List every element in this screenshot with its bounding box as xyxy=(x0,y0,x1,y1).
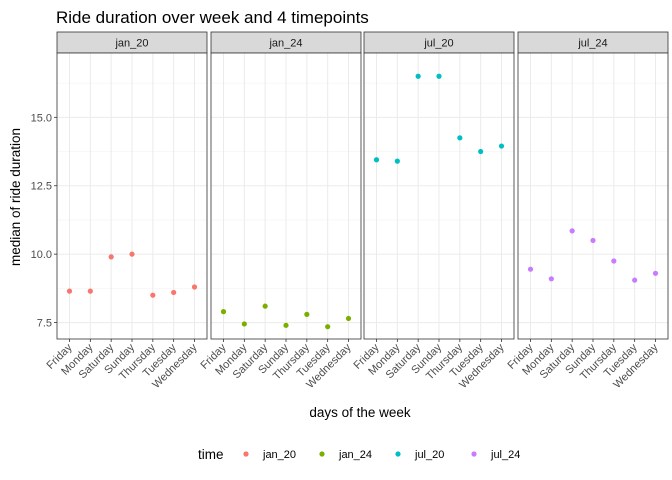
legend-label-jul_20: jul_20 xyxy=(414,449,444,461)
legend-label-jan_20: jan_20 xyxy=(262,449,296,461)
legend-label-jan_24: jan_24 xyxy=(338,449,372,461)
point-jul_20-saturday xyxy=(415,73,421,79)
legend: time jan_20 jan_24 jul_20 jul_24 xyxy=(198,447,520,462)
y-axis-title: median of ride duration xyxy=(8,128,23,266)
y-tick-label: 12.5 xyxy=(31,181,52,193)
point-jan_20-monday xyxy=(87,288,93,294)
point-jan_20-tuesday xyxy=(171,289,177,296)
panel-jul_20: jul_20FridayMondaySaturdaySundayThursday… xyxy=(352,31,515,391)
point-jul_24-friday xyxy=(527,266,534,272)
strip-label-jul_24: jul_24 xyxy=(577,38,607,50)
legend-item-jan_20: jan_20 xyxy=(243,449,296,461)
strip-label-jul_20: jul_20 xyxy=(423,38,453,50)
panel-jan_24: jan_24FridayMondaySaturdaySundayThursday… xyxy=(199,31,362,391)
facet-panels: jan_20FridayMondaySaturdaySundayThursday… xyxy=(45,31,669,391)
legend-item-jan_24: jan_24 xyxy=(319,449,372,461)
point-jul_24-wednesday xyxy=(652,270,659,276)
legend-item-jul_24: jul_24 xyxy=(471,449,520,461)
point-jul_24-tuesday xyxy=(632,277,638,283)
y-tick-label: 15.0 xyxy=(31,112,52,124)
point-jan_24-friday xyxy=(220,309,227,315)
point-jan_24-wednesday xyxy=(345,315,352,322)
y-axis: 7.5 10.0 12.5 15.0 xyxy=(31,112,57,330)
legend-key-jul_20 xyxy=(395,451,401,457)
chart-title: Ride duration over week and 4 timepoints xyxy=(56,8,369,27)
point-jul_20-sunday xyxy=(436,73,442,79)
point-jan_24-saturday xyxy=(262,303,268,309)
strip-label-jan_24: jan_24 xyxy=(268,38,302,50)
legend-key-jan_24 xyxy=(319,451,325,457)
point-jan_24-thursday xyxy=(304,311,310,317)
point-jul_24-thursday xyxy=(611,258,617,264)
point-jan_24-tuesday xyxy=(325,324,331,330)
point-jan_20-wednesday xyxy=(191,284,198,290)
point-jan_20-saturday xyxy=(108,254,114,260)
point-jan_24-sunday xyxy=(283,322,289,328)
point-jul_24-sunday xyxy=(590,237,596,244)
legend-key-jan_20 xyxy=(243,451,249,457)
legend-title: time xyxy=(198,447,224,462)
y-tick-label: 10.0 xyxy=(31,249,52,261)
point-jan_20-sunday xyxy=(129,251,135,257)
legend-key-jul_24 xyxy=(471,451,477,457)
panel-jan_20: jan_20FridayMondaySaturdaySundayThursday… xyxy=(45,31,208,391)
x-axis-title: days of the week xyxy=(309,405,411,420)
point-jul_20-tuesday xyxy=(478,148,484,155)
legend-label-jul_24: jul_24 xyxy=(490,449,520,461)
point-jan_24-monday xyxy=(241,321,247,327)
y-tick-label: 7.5 xyxy=(37,318,52,330)
strip-label-jan_20: jan_20 xyxy=(114,38,148,50)
point-jul_24-saturday xyxy=(569,228,575,234)
point-jul_20-thursday xyxy=(457,135,463,141)
point-jul_24-monday xyxy=(548,276,554,282)
point-jul_20-friday xyxy=(373,157,380,163)
point-jul_20-monday xyxy=(394,158,400,164)
point-jan_20-thursday xyxy=(150,292,156,298)
panel-jul_24: jul_24FridayMondaySaturdaySundayThursday… xyxy=(506,31,669,391)
point-jul_20-wednesday xyxy=(498,143,505,149)
point-jan_20-friday xyxy=(66,288,73,294)
legend-item-jul_20: jul_20 xyxy=(395,449,444,461)
